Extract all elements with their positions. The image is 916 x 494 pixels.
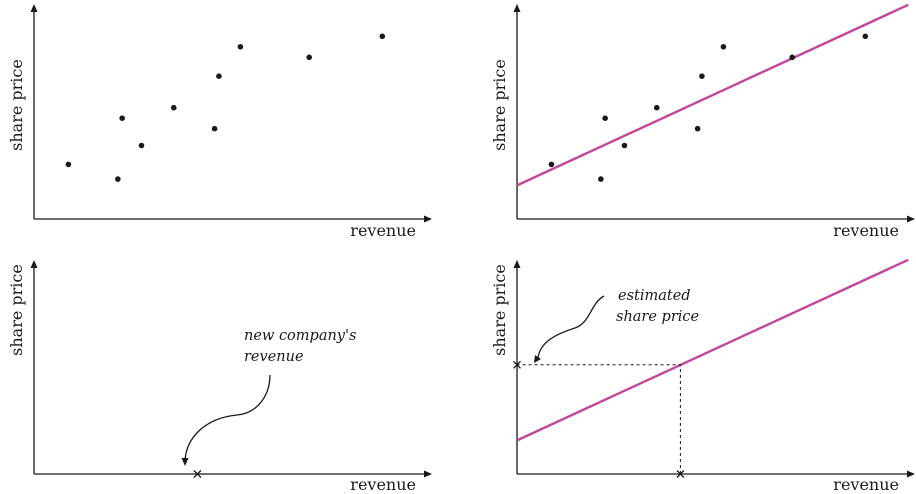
regression-line [516,3,909,187]
x-axis-arrow [907,215,915,223]
panel-top-right: share price revenue [490,3,915,240]
data-point [379,33,386,40]
x-axis-arrow [424,215,432,223]
x-axis-arrow [907,470,915,478]
cross-stroke [676,470,685,478]
data-point [720,44,727,50]
y-axis-arrow [30,260,38,268]
x-axis-label: revenue [350,221,416,240]
y-axis-arrow [513,4,521,12]
y-axis-arrow [513,260,521,268]
x-axis-arrow [424,470,432,478]
annotation-arrowhead [181,458,189,466]
annotation-arrow [537,295,605,359]
data-point [862,33,869,40]
annotation-line-2: share price [616,309,699,325]
data-point [306,54,313,61]
panel-bottom-right: share price revenue estimated share pric… [490,258,915,494]
annotation-arrow [184,374,271,462]
y-axis-label: share price [7,264,26,356]
data-point [699,73,705,79]
revenue-marker [676,470,685,478]
y-axis-label: share price [490,59,509,151]
data-point [216,73,222,79]
estimated-price-marker [513,360,521,369]
x-axis-label: revenue [833,475,899,494]
x-axis-label: revenue [350,475,416,494]
annotation-line-2: revenue [244,349,304,365]
cross-stroke [193,470,202,478]
y-axis-label: share price [7,59,26,151]
annotation-arrowhead [534,355,541,363]
projection-guide [517,364,681,474]
annotation-line-1: new company's [244,328,356,344]
annotation-line-1: estimated [618,288,691,304]
panel-bottom-left: share price revenue new company's revenu… [7,260,432,494]
data-point [115,176,121,182]
data-point [694,125,701,132]
data-point [65,161,72,168]
data-point [602,115,608,121]
data-point [211,125,218,132]
data-point [653,104,660,111]
data-point [789,54,795,61]
x-axis-label: revenue [833,221,899,240]
panel-top-left: share price revenue [7,4,432,240]
data-point [138,142,145,149]
revenue-marker [193,470,202,478]
data-point [170,104,177,111]
data-point [237,44,244,50]
scatter-points [65,33,386,182]
data-point [598,176,604,182]
scatter-points [548,33,869,182]
y-axis-label: share price [490,264,509,356]
cross-stroke [513,360,521,369]
data-point [548,161,555,168]
data-point [119,115,125,121]
data-point [621,142,628,149]
regression-line [516,258,909,442]
y-axis-arrow [30,4,38,12]
